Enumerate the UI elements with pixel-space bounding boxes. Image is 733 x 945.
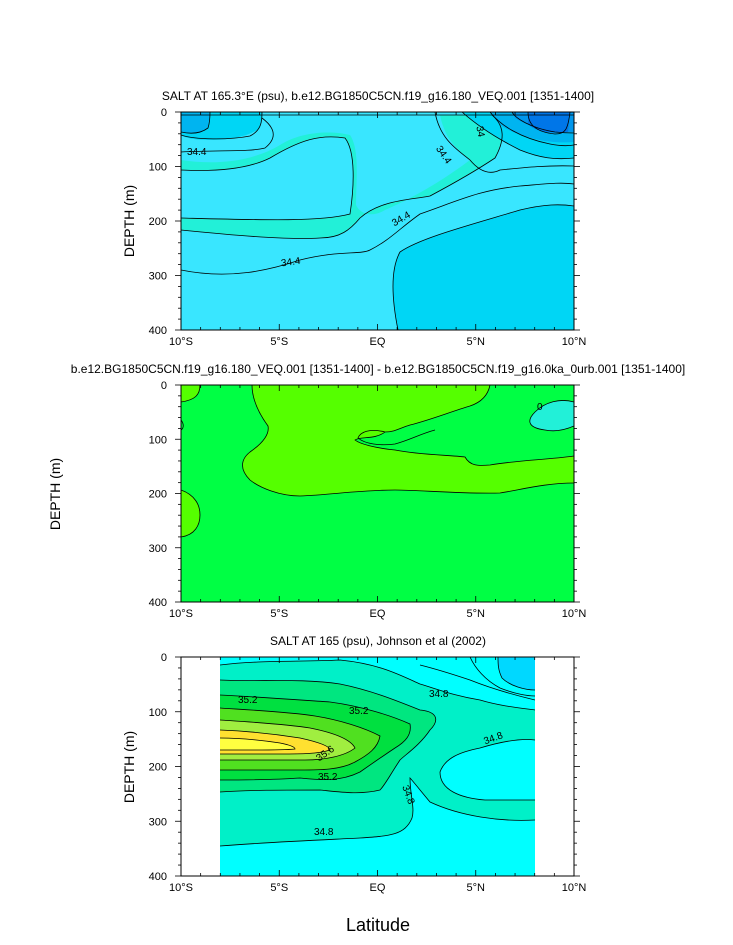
p3-ytick-label: 0	[161, 652, 167, 664]
p1-fill-salty-tongue	[181, 115, 503, 239]
p3-ylabel: DEPTH (m)	[121, 731, 137, 803]
figure-xlabel: Latitude	[346, 915, 410, 935]
p1-contour-ne-4	[511, 112, 574, 134]
p1-fill-fresh-deep	[393, 204, 574, 330]
p1-contour-tongue	[181, 136, 354, 221]
p3-contour-9	[220, 777, 535, 847]
p1-contour-ne-2	[461, 112, 574, 160]
p1-clabel-2: 34	[473, 125, 486, 138]
p3-contour-3	[220, 694, 411, 781]
p3-xtick-label: EQ	[370, 882, 386, 894]
p3-xtick-label: 5°N	[467, 882, 486, 894]
p2-ylabel: DEPTH (m)	[47, 458, 63, 530]
p1-contour-nw-2	[181, 112, 211, 134]
p2-fill-positive-w	[181, 490, 200, 537]
panel-3: SALT AT 165 (psu), Johnson et al (2002)	[121, 634, 575, 877]
p3-fill-l7	[220, 738, 295, 750]
p2-fill-positive-main	[242, 385, 574, 496]
p2-contour-inner	[357, 429, 436, 446]
p1-contour-344-top	[181, 117, 274, 153]
p2-ytick-label: 400	[149, 597, 167, 609]
p3-contour-lines	[220, 657, 535, 847]
p2-xtick-label: EQ	[370, 608, 386, 620]
p1-xtick-label: 5°N	[467, 336, 486, 348]
p3-clabel-8: 34.8	[314, 827, 334, 838]
p1-ytick-label: 200	[149, 216, 167, 228]
p3-clabel-4: 35.2	[318, 772, 338, 783]
p3-clabel-2: 35.2	[349, 706, 369, 717]
p3-contour-11	[469, 657, 535, 697]
p1-fill-fresh-ne-core	[528, 112, 570, 133]
p3-contour-12	[419, 664, 535, 701]
p2-xtick-label: 5°N	[467, 608, 486, 620]
p1-xtick-label: 10°N	[562, 336, 587, 348]
panel-1-field	[181, 112, 574, 330]
p2-contour-w-edge	[181, 419, 184, 431]
p1-fill-fresh-nw-2	[181, 112, 210, 134]
panel-2-field	[181, 385, 574, 602]
p3-clabel-5: 34.8	[429, 689, 449, 700]
p2-fill-positive-nw	[181, 385, 200, 402]
p1-ytick-label: 100	[149, 162, 167, 174]
panel-2-title: b.e12.BG1850C5CN.f19_g16.180_VEQ.001 [13…	[71, 362, 685, 376]
p2-contour-w	[181, 489, 201, 538]
p3-contour-8	[439, 739, 535, 801]
p2-fill-negative	[529, 400, 574, 431]
p3-ytick-label: 300	[149, 816, 167, 828]
p1-ytick-label: 0	[161, 107, 167, 119]
p2-ytick-label: 300	[149, 543, 167, 555]
p1-xtick-label: 10°S	[169, 336, 193, 348]
p3-contour-7	[220, 737, 296, 751]
p2-ytick-label: 100	[149, 434, 167, 446]
p3-contour-1	[220, 659, 535, 711]
panel-3-field	[220, 657, 535, 876]
p3-contour-2	[220, 679, 437, 794]
p2-clabel-0: 0	[537, 402, 543, 413]
p1-contour-nw-1	[181, 112, 263, 140]
p1-axes: DEPTH (m)	[121, 185, 137, 257]
p3-xtick-label: 10°N	[562, 882, 587, 894]
p3-xtick-label: 10°S	[169, 882, 193, 894]
p1-contour-ne-3	[489, 112, 574, 147]
p3-ytick-label: 400	[149, 871, 167, 883]
p2-xtick-label: 5°S	[270, 608, 288, 620]
p2-contour-zero	[529, 400, 574, 432]
p3-ytick-label: 200	[149, 762, 167, 774]
p2-contour-nw	[181, 385, 201, 403]
p3-contour-10	[497, 657, 535, 691]
p1-xtick-label: EQ	[370, 336, 386, 348]
p3-contour-6	[220, 729, 331, 755]
p1-contour-ne-1	[434, 112, 574, 173]
p2-xtick-label: 10°S	[169, 608, 193, 620]
p3-contour-5	[220, 719, 356, 761]
p2-contour-main	[242, 385, 574, 497]
p1-clabel-5: 34.4	[280, 256, 301, 270]
p3-ytick-label: 100	[149, 707, 167, 719]
p3-xtick-label: 5°S	[270, 882, 288, 894]
p3-clabel-1: 35.2	[238, 695, 258, 706]
p2-ytick-label: 0	[161, 380, 167, 392]
p1-contour-344-mid	[181, 114, 503, 239]
p1-contour-deep	[392, 204, 574, 330]
p2-xtick-label: 10°N	[562, 608, 587, 620]
p1-ytick-label: 400	[149, 325, 167, 337]
panel-1: SALT AT 165.3°E (psu), b.e12.BG1850C5CN.…	[121, 89, 594, 331]
p3-contour-4	[220, 707, 381, 771]
p2-contour-upper	[354, 385, 574, 466]
panel-2: b.e12.BG1850C5CN.f19_g16.180_VEQ.001 [13…	[47, 362, 685, 603]
panel-1-title: SALT AT 165.3°E (psu), b.e12.BG1850C5CN.…	[162, 89, 594, 103]
p1-contour-labels: 34.4 34 34.4 34.4 34.4	[187, 125, 486, 269]
p2-ytick-label: 200	[149, 489, 167, 501]
panel-3-title: SALT AT 165 (psu), Johnson et al (2002)	[270, 634, 486, 648]
p1-ylabel: DEPTH (m)	[121, 185, 137, 257]
p1-contour-ne-5	[527, 112, 571, 135]
p1-ytick-label: 300	[149, 271, 167, 283]
p1-xtick-label: 5°S	[270, 336, 288, 348]
p1-contour-344-low	[181, 182, 574, 275]
p1-clabel-1: 34.4	[187, 147, 207, 158]
